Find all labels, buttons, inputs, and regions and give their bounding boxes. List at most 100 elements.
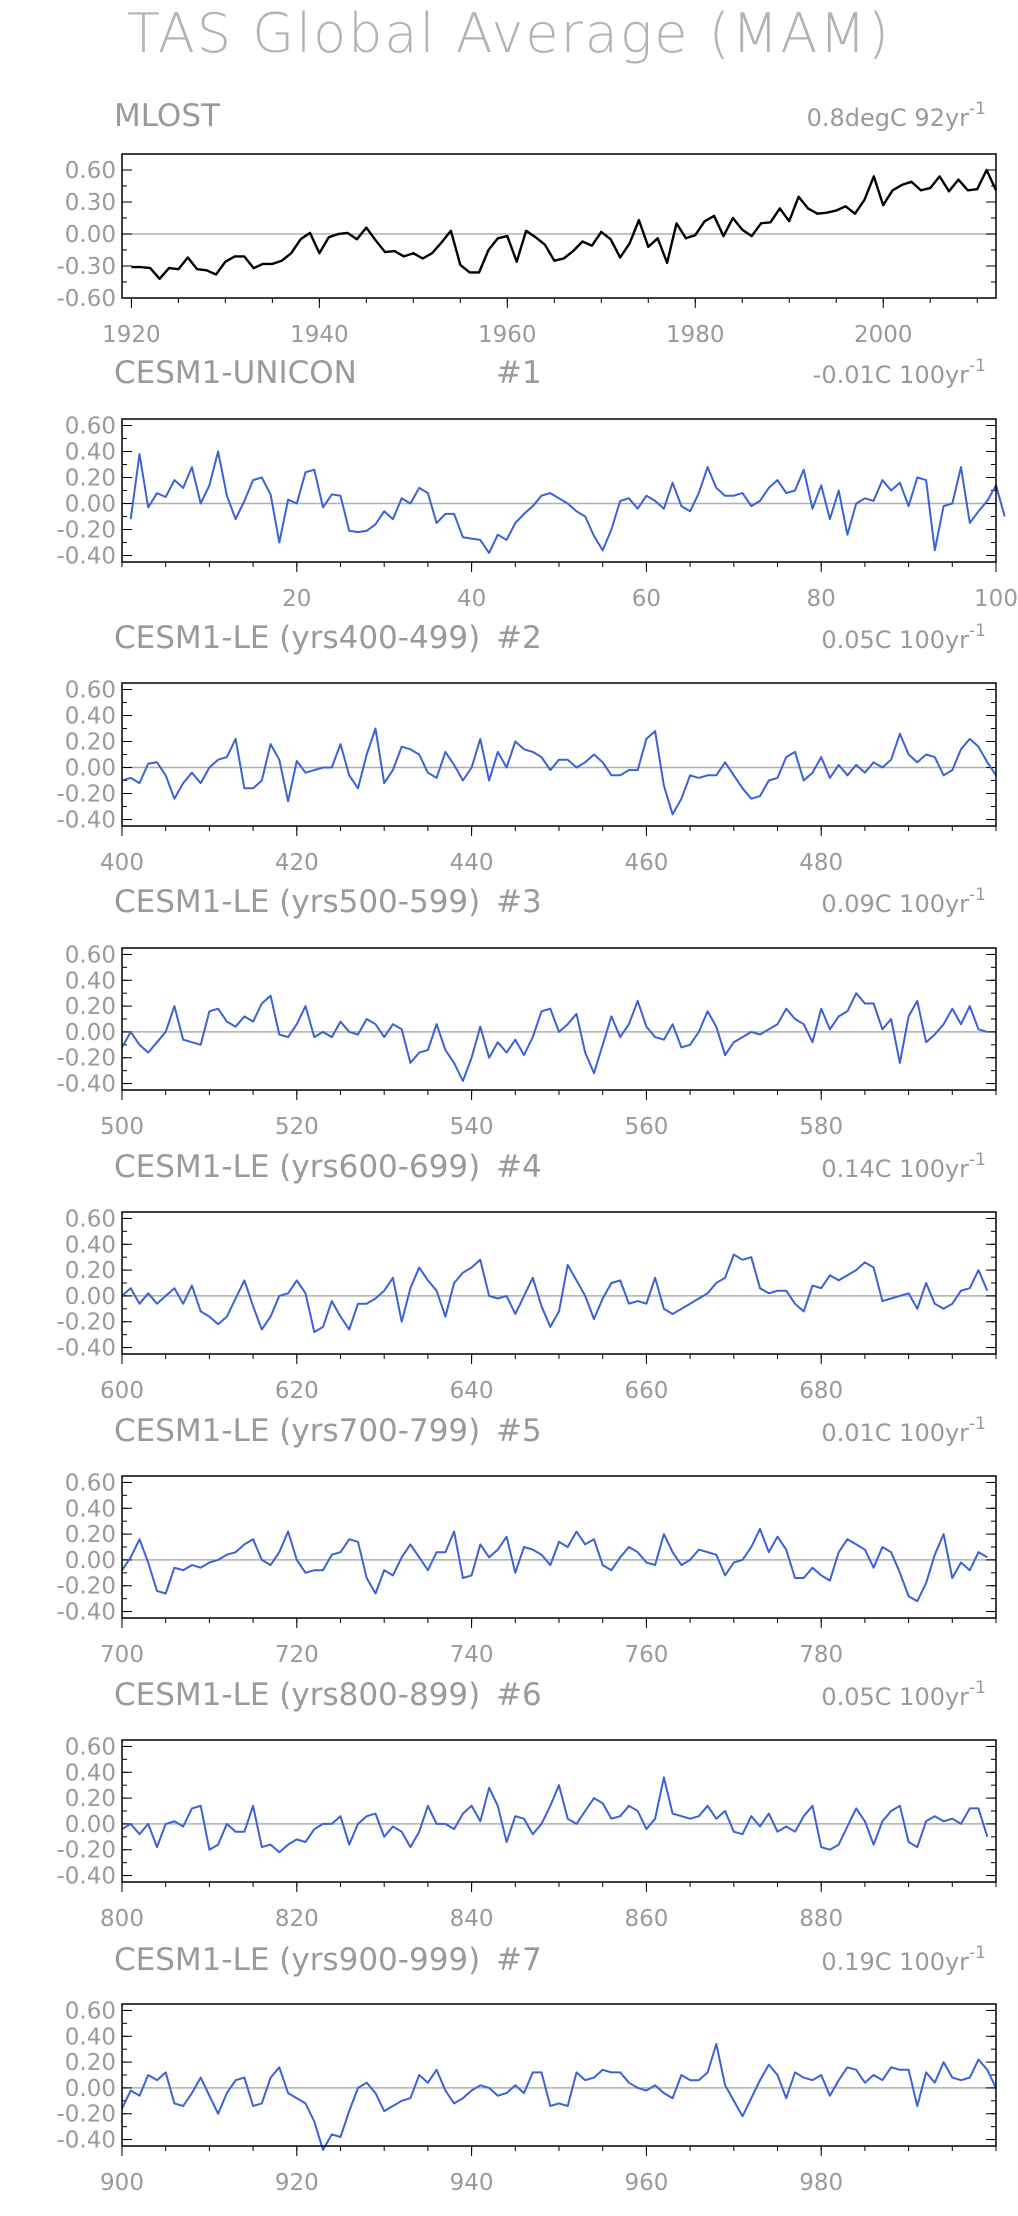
panel-1-xtick-label: 2000 [854, 322, 913, 348]
panel-4-ytick-label: 0.40 [65, 968, 116, 994]
panel-4-frame [121, 947, 997, 1091]
panel-6-xtick-label: 780 [799, 1642, 843, 1668]
panel-3-ytick-label: 0.40 [65, 704, 116, 730]
panel-3-xtick-label: 480 [799, 850, 843, 876]
panel-5-trend-exponent: -1 [969, 1150, 986, 1170]
panel-4-xtick-label: 540 [450, 1114, 494, 1140]
panel-3-trend-label: 0.05C 100yr-1 [821, 621, 986, 654]
panel-5-frame [121, 1211, 997, 1355]
panel-2-xtick-label: 40 [457, 586, 486, 612]
panel-7-xtick-label: 820 [275, 1906, 319, 1932]
panel-7-ytick-label: -0.20 [56, 1838, 116, 1864]
panel-3-xtick-label: 460 [624, 850, 668, 876]
panel-1-trend-exponent: -1 [969, 99, 986, 119]
panel-3-ytick-label: 0.00 [65, 756, 116, 782]
panel-8-run-label: #7 [496, 1942, 542, 1978]
panel-7-trend-exponent: -1 [969, 1678, 986, 1698]
panel-5-ytick-label: -0.20 [56, 1310, 116, 1336]
panel-3-xtick-label: 440 [450, 850, 494, 876]
panel-7-title: CESM1-LE (yrs800-899) [114, 1677, 480, 1713]
panel-4-xtick-label: 500 [100, 1114, 144, 1140]
panel-2-trend-value: -0.01C 100yr [813, 361, 969, 389]
panel-3-frame [121, 682, 997, 827]
panel-5-ytick-label: 0.60 [65, 1206, 116, 1232]
panel-6-ytick-label: 0.00 [65, 1548, 116, 1574]
panel-1-ytick-label: 0.30 [65, 190, 116, 216]
panel-6-ytick-label: 0.20 [65, 1522, 116, 1548]
panel-7-xtick-label: 880 [799, 1906, 843, 1932]
panel-3-xtick-label: 400 [100, 850, 144, 876]
panel-2-xtick-label: 80 [807, 586, 836, 612]
panel-8-ytick-label: 0.20 [65, 2050, 116, 2076]
panel-1-ytick-label: -0.30 [56, 254, 116, 280]
panel-8-frame [121, 2003, 997, 2147]
panel-1-trend-value: 0.8degC 92yr [807, 104, 970, 132]
panel-1-frame [121, 153, 997, 299]
panel-5-xtick-label: 600 [100, 1378, 144, 1404]
panel-5-title: CESM1-LE (yrs600-699) [114, 1149, 480, 1185]
panel-1-series-line [131, 168, 998, 280]
panel-6-title: CESM1-LE (yrs700-799) [114, 1413, 480, 1449]
panel-6-ytick-label: 0.40 [65, 1496, 116, 1522]
panel-6-xtick-label: 760 [624, 1642, 668, 1668]
panel-6-xtick-label: 700 [100, 1642, 144, 1668]
panel-2-xtick-label: 100 [974, 586, 1018, 612]
panel-4-ytick-label: 0.00 [65, 1020, 116, 1046]
panel-2-ytick-label: 0.40 [65, 440, 116, 466]
panel-6-ytick-label: 0.60 [65, 1470, 116, 1496]
panel-4-xtick-label: 560 [624, 1114, 668, 1140]
panel-1-title: MLOST [114, 98, 221, 134]
panel-7-series-line [121, 1776, 989, 1854]
panel-1-trend-label: 0.8degC 92yr-1 [807, 99, 986, 132]
panel-4-trend-label: 0.09C 100yr-1 [821, 885, 986, 918]
panel-6-frame [121, 1475, 997, 1619]
panel-2-frame [121, 418, 997, 563]
panel-4-trend-exponent: -1 [969, 885, 986, 905]
panel-4-xtick-label: 520 [275, 1114, 319, 1140]
panel-6-trend-exponent: -1 [969, 1414, 986, 1434]
panel-4-title: CESM1-LE (yrs500-599) [114, 884, 480, 920]
panel-8-ytick-label: 0.00 [65, 2076, 116, 2102]
panel-5-series-line [121, 1253, 989, 1334]
panel-8-trend-label: 0.19C 100yr-1 [821, 1943, 986, 1976]
panel-5-ytick-label: -0.40 [56, 1336, 116, 1362]
panel-8-xtick-label: 900 [100, 2170, 144, 2196]
panel-2-xtick-label: 60 [632, 586, 661, 612]
panel-3-series-line [121, 727, 997, 816]
panel-6-ytick-label: -0.40 [56, 1600, 116, 1626]
panel-7-trend-label: 0.05C 100yr-1 [821, 1678, 986, 1711]
panel-3-ytick-label: 0.20 [65, 730, 116, 756]
panel-8-xtick-label: 980 [799, 2170, 843, 2196]
panel-8-ytick-label: -0.20 [56, 2102, 116, 2128]
panel-4-trend-value: 0.09C 100yr [821, 890, 969, 918]
panel-7-ytick-label: -0.40 [56, 1864, 116, 1890]
panel-8-ytick-label: -0.40 [56, 2128, 116, 2154]
panel-1-ytick-label: -0.60 [56, 286, 116, 312]
panel-5-ytick-label: 0.40 [65, 1232, 116, 1258]
panel-3-ytick-label: 0.60 [65, 678, 116, 704]
panel-2-ytick-label: -0.40 [56, 544, 116, 570]
panel-7-frame [121, 1739, 997, 1883]
panel-5-xtick-label: 660 [624, 1378, 668, 1404]
panel-7-ytick-label: 0.60 [65, 1734, 116, 1760]
panel-1-xtick-label: 1920 [102, 322, 161, 348]
panel-7-trend-value: 0.05C 100yr [821, 1683, 969, 1711]
panel-1-ytick-label: 0.60 [65, 158, 116, 184]
panel-8-ytick-label: 0.40 [65, 2024, 116, 2050]
panel-5-xtick-label: 620 [275, 1378, 319, 1404]
panel-6-xtick-label: 740 [450, 1642, 494, 1668]
panel-7-xtick-label: 860 [624, 1906, 668, 1932]
panel-3-run-label: #2 [496, 620, 542, 656]
panel-2-ytick-label: 0.20 [65, 466, 116, 492]
panel-5-trend-label: 0.14C 100yr-1 [821, 1150, 986, 1183]
panel-1-xtick-label: 1960 [478, 322, 537, 348]
panel-2-xtick-label: 20 [282, 586, 311, 612]
page-title: TAS Global Average (MAM) [127, 2, 891, 65]
panel-5-xtick-label: 640 [450, 1378, 494, 1404]
panel-7-ytick-label: 0.20 [65, 1786, 116, 1812]
panel-1-ytick-label: 0.00 [65, 222, 116, 248]
panel-7-ytick-label: 0.40 [65, 1760, 116, 1786]
panel-5-ytick-label: 0.20 [65, 1258, 116, 1284]
panel-8-xtick-label: 920 [275, 2170, 319, 2196]
